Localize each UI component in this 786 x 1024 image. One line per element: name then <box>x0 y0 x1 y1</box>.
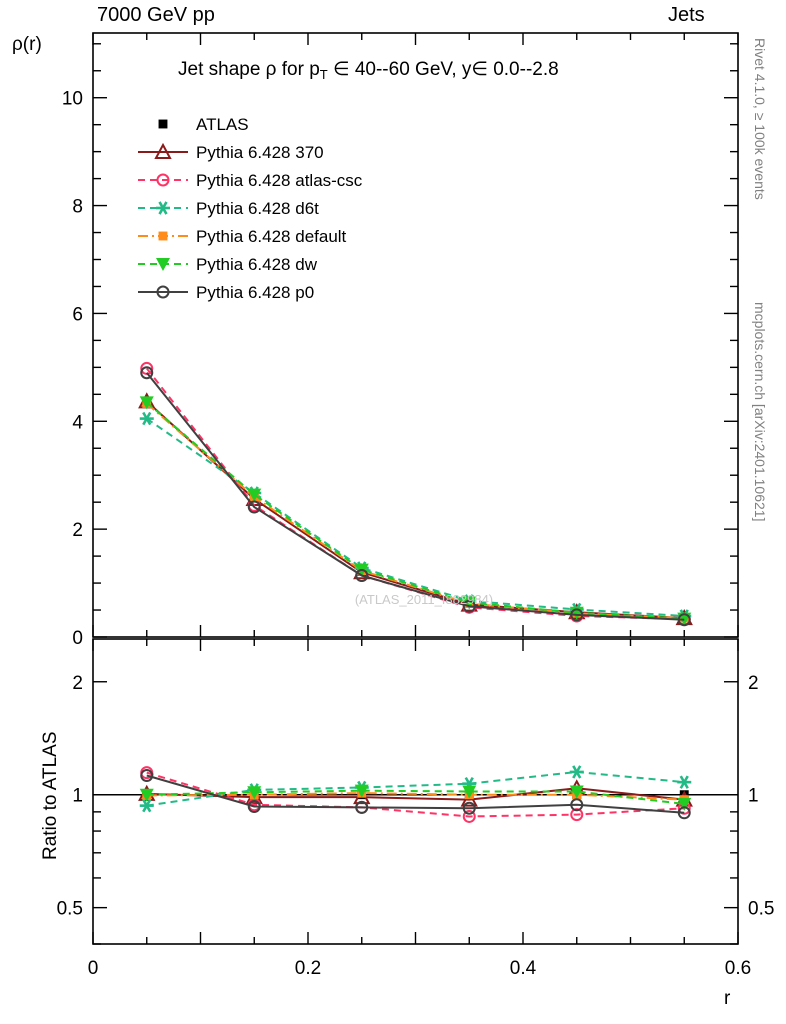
data-point-marker <box>569 785 584 799</box>
main-y-tick-label: 2 <box>72 520 83 541</box>
plot-title: Jet shape ρ for pT ∈ 40--60 GeV, y∈ 0.0-… <box>178 58 559 82</box>
data-point-marker <box>156 173 170 187</box>
data-point-marker <box>462 809 476 823</box>
series-pythia-6-428-p0 <box>140 366 691 627</box>
data-point-marker <box>355 569 369 583</box>
data-point-marker <box>158 231 168 241</box>
series-line <box>145 367 685 621</box>
data-point-marker <box>139 798 154 813</box>
data-point-marker <box>462 599 476 613</box>
x-tick-label: 0 <box>88 958 99 979</box>
x-tick-label: 0.6 <box>725 958 751 979</box>
data-point-marker <box>355 800 369 814</box>
series-line <box>146 774 685 814</box>
data-point-marker <box>462 801 476 815</box>
legend-item-1[interactable]: Pythia 6.428 370 <box>138 142 324 162</box>
legend-item-3[interactable]: Pythia 6.428 d6t <box>138 199 319 218</box>
legend-item-2[interactable]: Pythia 6.428 atlas-csc <box>138 171 363 190</box>
data-point-marker <box>570 808 584 822</box>
legend-item-5[interactable]: Pythia 6.428 dw <box>138 255 318 274</box>
data-point-marker <box>462 785 477 799</box>
header-right: Jets <box>668 4 705 26</box>
legend-label: Pythia 6.428 d6t <box>196 199 319 218</box>
data-point-marker <box>460 790 478 807</box>
plot-title-subscript: T <box>319 67 328 82</box>
main-y-tick-label: 10 <box>62 89 83 110</box>
main-y-tick-label: 8 <box>72 197 83 218</box>
series-pythia-6-428-370 <box>138 392 693 626</box>
legend-label: Pythia 6.428 default <box>196 227 347 246</box>
series-line <box>146 401 685 620</box>
legend-label: Pythia 6.428 atlas-csc <box>196 171 363 190</box>
data-point-marker <box>139 396 154 410</box>
series-line <box>146 792 685 801</box>
legend-label: Pythia 6.428 370 <box>196 143 324 162</box>
series-line <box>146 789 685 805</box>
legend-item-0[interactable]: ATLAS <box>158 115 249 134</box>
series-line <box>146 402 685 620</box>
ratio-y-tick-label-right: 2 <box>748 673 759 694</box>
series-line <box>146 787 685 801</box>
data-point-marker <box>677 613 691 627</box>
data-point-marker <box>140 366 154 380</box>
data-point-marker <box>677 775 692 789</box>
main-y-tick-label: 0 <box>72 628 83 649</box>
data-point-marker <box>139 788 154 802</box>
data-point-marker <box>462 596 477 610</box>
data-point-marker <box>156 258 170 271</box>
main-plot-frame <box>92 32 739 638</box>
data-point-marker <box>140 769 154 783</box>
ratio-y-tick-label-right: 0.5 <box>748 899 774 920</box>
main-y-tick-label: 6 <box>72 304 83 325</box>
data-point-marker <box>158 119 168 129</box>
main-y-tick-label: 4 <box>72 412 83 433</box>
legend-label: Pythia 6.428 dw <box>196 255 318 274</box>
legend-item-4[interactable]: Pythia 6.428 default <box>138 227 347 246</box>
data-point-marker <box>154 142 172 159</box>
x-tick-label: 0.2 <box>295 958 321 979</box>
y-axis-label: ρ(r) <box>12 34 42 55</box>
x-axis-label: r <box>724 988 731 1009</box>
data-point-marker <box>569 765 584 779</box>
data-point-marker <box>570 608 584 622</box>
ratio-y-tick-label-right: 1 <box>748 786 759 807</box>
series-line <box>145 372 685 621</box>
series-pythia-6-428-d6t <box>139 765 692 813</box>
data-point-marker <box>156 285 170 299</box>
header-left: 7000 GeV pp <box>97 4 215 26</box>
ratio-y-tick-label: 1 <box>72 786 83 807</box>
data-point-marker <box>247 500 261 514</box>
series-line <box>146 417 685 617</box>
data-point-marker <box>247 488 262 502</box>
series-line <box>146 770 685 807</box>
data-point-marker <box>354 784 369 798</box>
data-point-marker <box>247 786 262 800</box>
x-tick-label: 0.4 <box>510 958 537 979</box>
legend-item-6[interactable]: Pythia 6.428 p0 <box>138 283 314 302</box>
plot-title-post: ∈ 40--60 GeV, y∈ 0.0--2.8 <box>327 59 559 80</box>
data-point-marker <box>570 798 584 812</box>
data-point-marker <box>156 201 170 215</box>
data-point-marker <box>247 800 261 814</box>
ratio-y-tick-label: 2 <box>72 673 83 694</box>
data-point-marker <box>677 797 692 811</box>
series-pythia-6-428-p0 <box>140 769 691 820</box>
data-point-marker <box>139 411 154 426</box>
data-point-marker <box>677 806 691 820</box>
watermark-text: (ATLAS_2011_I882984) <box>355 592 493 607</box>
plot-title-pre: Jet shape ρ for p <box>178 59 320 80</box>
series-pythia-6-428-dw <box>139 784 692 811</box>
ratio-y-tick-label: 0.5 <box>57 899 83 920</box>
legend-label: ATLAS <box>196 115 249 134</box>
legend-label: Pythia 6.428 p0 <box>196 283 314 302</box>
